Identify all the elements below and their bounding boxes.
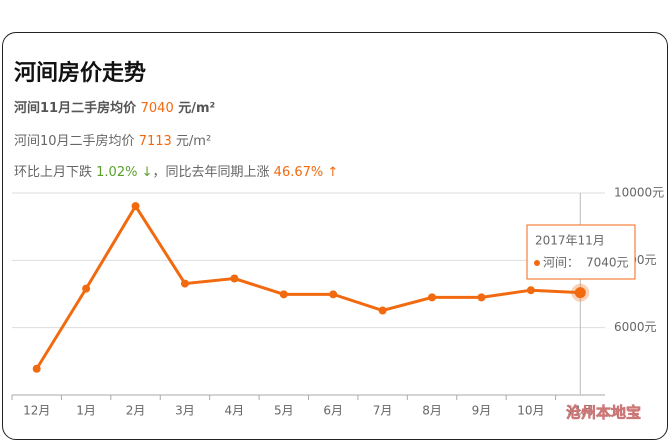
y-tick-label: 6000元 (614, 320, 657, 334)
point (180, 279, 189, 288)
tooltip-title: 2017年11月 (535, 234, 605, 248)
x-tick-label: 10月 (517, 404, 544, 418)
x-tick-label: 3月 (175, 404, 195, 418)
card (2, 32, 668, 440)
point (279, 290, 288, 299)
x-tick-label: 9月 (472, 404, 492, 418)
point (574, 287, 586, 299)
value: 46.67% (273, 165, 324, 180)
point (477, 293, 486, 302)
point (329, 290, 338, 299)
arrow: ↓ (141, 165, 153, 180)
x-tick-label: 6月 (323, 404, 343, 418)
x-tick-label: 4月 (225, 404, 245, 418)
x-tick-label: 7月 (373, 404, 393, 418)
x-tick-label: 2月 (126, 404, 146, 418)
x-tick-label: 5月 (274, 404, 294, 418)
point (428, 293, 437, 302)
tooltip-box (526, 224, 636, 280)
label: 河间10月二手房均价 (14, 134, 135, 149)
previous-price: 河间10月二手房均价 7113 元/m² (14, 130, 211, 149)
current-price: 河间11月二手房均价 7040 元/m² (14, 97, 215, 116)
price: 7040 (140, 101, 174, 116)
label: 河间11月二手房均价 (14, 101, 137, 116)
price: 7113 (138, 134, 172, 149)
tooltip-dot (534, 260, 540, 266)
x-tick-label: 12月 (23, 404, 50, 418)
label: ，同比去年同期上涨 (152, 165, 270, 180)
point (526, 286, 535, 295)
title: 河间房价走势 (14, 61, 147, 86)
unit: 元/m² (175, 134, 212, 149)
y-tick-label: 10000元 (614, 186, 664, 200)
tooltip-colon: ： (567, 256, 579, 270)
tooltip-series: 河间 (543, 256, 567, 270)
point (378, 306, 387, 315)
tooltip-value: 7040元 (586, 256, 629, 270)
series-line (35, 203, 581, 370)
point (82, 284, 91, 293)
watermark: 沧州本地宝 (566, 404, 641, 422)
change: 环比上月下跌 1.02% ↓，同比去年同期上涨 46.67% ↑ (14, 161, 338, 180)
x-tick-label: 1月 (76, 404, 96, 418)
point (131, 202, 140, 211)
x-tick-label: 8月 (422, 404, 442, 418)
arrow: ↑ (327, 165, 339, 180)
x-tick-label: 11月 (567, 404, 594, 418)
point (32, 364, 41, 373)
point (230, 274, 239, 283)
label: 环比上月下跌 (14, 165, 93, 180)
value: 1.02% (96, 165, 138, 180)
unit: 元/m² (178, 101, 216, 116)
